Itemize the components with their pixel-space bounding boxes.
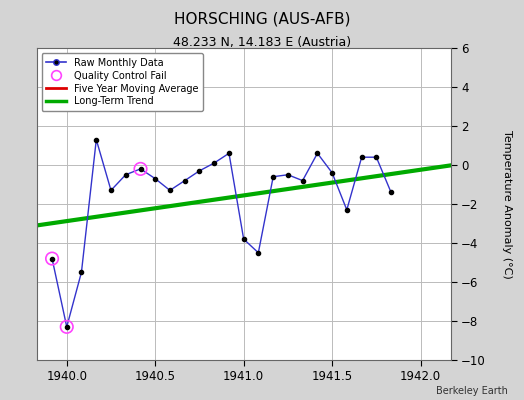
- Text: 48.233 N, 14.183 E (Austria): 48.233 N, 14.183 E (Austria): [173, 36, 351, 49]
- Point: [77, 269, 85, 276]
- Point: [195, 168, 204, 174]
- Point: [298, 178, 307, 184]
- Point: [62, 324, 71, 330]
- Point: [283, 172, 292, 178]
- Y-axis label: Temperature Anomaly (°C): Temperature Anomaly (°C): [503, 130, 512, 278]
- Point: [343, 207, 351, 213]
- Point: [239, 236, 248, 242]
- Point: [210, 160, 219, 166]
- Point: [254, 250, 263, 256]
- Point: [48, 255, 56, 262]
- Point: [225, 150, 233, 156]
- Point: [328, 170, 336, 176]
- Point: [122, 172, 130, 178]
- Point: [269, 174, 277, 180]
- Point: [92, 136, 101, 143]
- Point: [181, 178, 189, 184]
- Point: [357, 154, 366, 160]
- Point: [107, 187, 115, 194]
- Point: [62, 324, 71, 330]
- Point: [166, 187, 174, 194]
- Point: [372, 154, 380, 160]
- Point: [48, 255, 56, 262]
- Point: [151, 176, 159, 182]
- Point: [313, 150, 322, 156]
- Legend: Raw Monthly Data, Quality Control Fail, Five Year Moving Average, Long-Term Tren: Raw Monthly Data, Quality Control Fail, …: [41, 53, 203, 111]
- Text: Berkeley Earth: Berkeley Earth: [436, 386, 508, 396]
- Point: [136, 166, 145, 172]
- Point: [136, 166, 145, 172]
- Point: [387, 189, 395, 196]
- Text: HORSCHING (AUS-AFB): HORSCHING (AUS-AFB): [174, 12, 350, 27]
